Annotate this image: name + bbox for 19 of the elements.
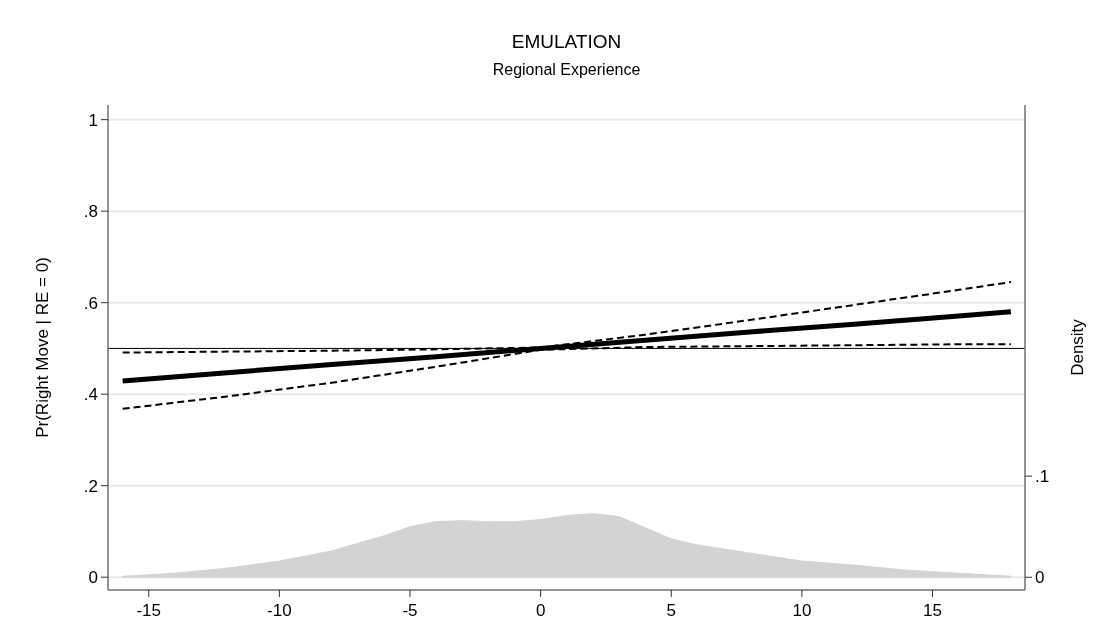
- chart-title: EMULATION: [511, 31, 622, 52]
- y2-axis-title: Density: [1068, 318, 1087, 376]
- y-axis-title: Pr(Right Move | RE = 0): [33, 257, 52, 438]
- y-tick-label: .8: [83, 202, 98, 222]
- y-tick-label: 0: [88, 568, 98, 588]
- x-tick-label: -5: [402, 601, 418, 620]
- chart-subtitle: Regional Experience: [492, 61, 641, 78]
- x-tick-label: 15: [923, 601, 942, 620]
- y2-tick-label: 0: [1035, 568, 1045, 588]
- y-tick-label: .6: [83, 293, 98, 313]
- y-tick-label: .4: [83, 385, 98, 405]
- x-tick-label: 5: [666, 601, 676, 620]
- x-tick-label: 0: [535, 601, 546, 620]
- x-tick-label: -15: [136, 601, 162, 620]
- y-tick-label: .2: [83, 476, 98, 496]
- y-tick-label: 1: [88, 110, 98, 130]
- x-tick-label: 10: [792, 601, 812, 620]
- x-tick-label: -10: [267, 601, 292, 620]
- y2-tick-label: .1: [1035, 467, 1050, 487]
